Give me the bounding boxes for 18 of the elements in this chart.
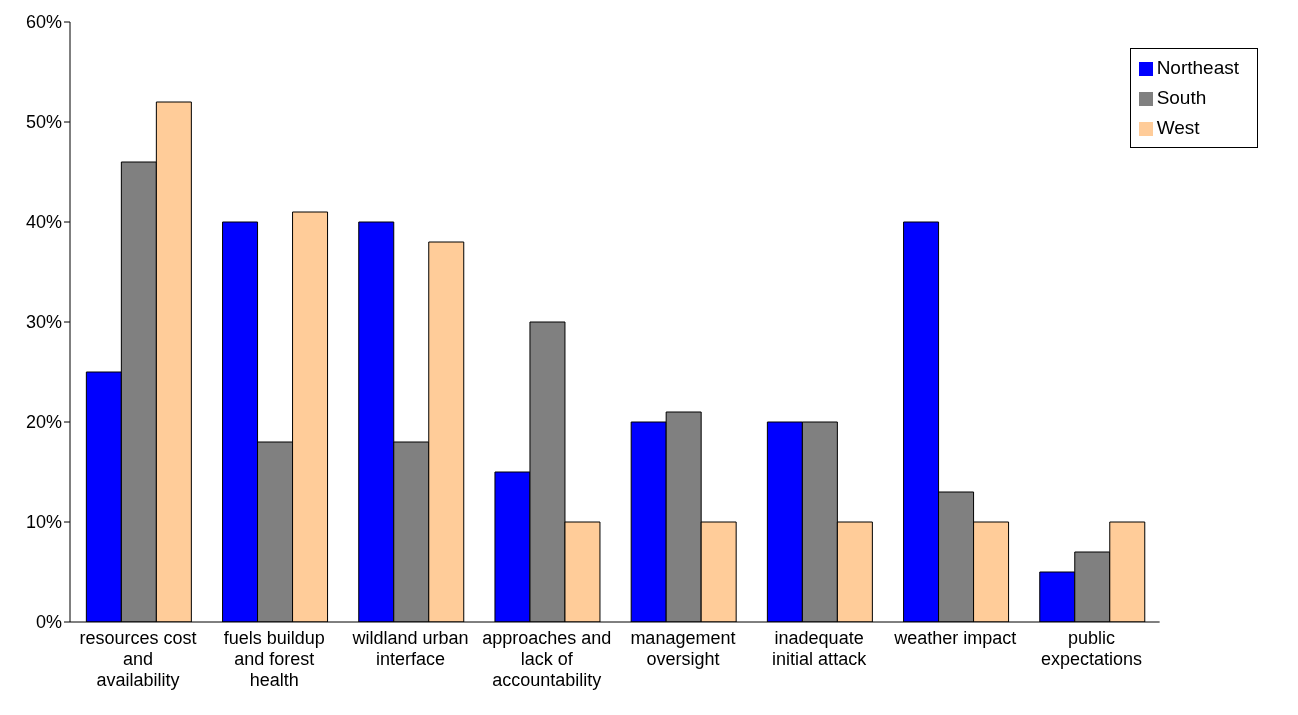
- y-tick-label: 50%: [25, 112, 62, 133]
- y-tick-label: 20%: [25, 412, 62, 433]
- x-tick-label: fuels buildup and forest health: [223, 628, 325, 690]
- y-tick-label: 40%: [25, 212, 62, 233]
- y-tick-label: 0%: [35, 612, 62, 633]
- x-tick-label: weather impact: [893, 628, 1017, 648]
- x-tick-label: inadequate initial attack: [772, 628, 868, 669]
- legend-label: South: [1156, 87, 1207, 108]
- x-tick-label: management oversight: [630, 628, 736, 669]
- x-tick-label: resources cost and availability: [79, 628, 197, 690]
- legend-label: West: [1156, 117, 1200, 138]
- x-tick-label: wildland urban interface: [351, 628, 469, 669]
- x-tick-label: public expectations: [1040, 628, 1143, 669]
- y-tick-label: 10%: [25, 512, 62, 533]
- x-tick-label: approaches and lack of accountability: [482, 628, 612, 690]
- y-tick-label: 60%: [25, 12, 62, 33]
- legend-label: Northeast: [1156, 57, 1239, 78]
- y-tick-label: 30%: [25, 312, 62, 333]
